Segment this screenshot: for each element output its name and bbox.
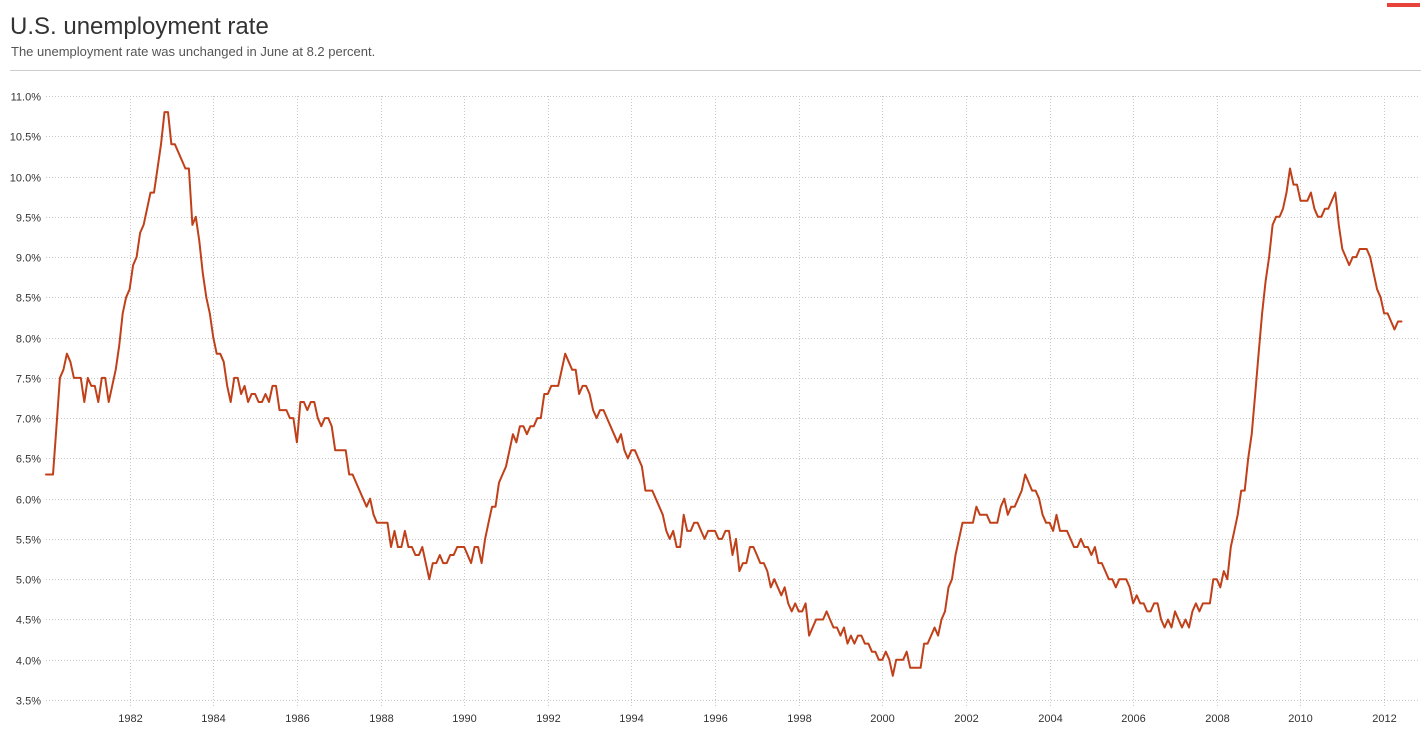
y-tick-label: 10.5% bbox=[10, 132, 41, 144]
y-tick-label: 5.5% bbox=[16, 535, 41, 547]
chart-subtitle: The unemployment rate was unchanged in J… bbox=[11, 44, 376, 59]
x-tick-label: 2012 bbox=[1372, 713, 1396, 725]
y-tick-label: 4.0% bbox=[16, 656, 41, 668]
y-tick-label: 6.0% bbox=[16, 495, 41, 507]
x-tick-label: 2008 bbox=[1205, 713, 1229, 725]
y-tick-label: 10.0% bbox=[10, 173, 41, 185]
y-tick-label: 3.5% bbox=[16, 696, 41, 708]
x-tick-label: 1986 bbox=[285, 713, 309, 725]
grid-lines bbox=[46, 96, 1420, 708]
x-tick-label: 2002 bbox=[954, 713, 978, 725]
x-tick-label: 1992 bbox=[536, 713, 560, 725]
y-tick-label: 11.0% bbox=[11, 92, 42, 104]
x-tick-label: 2010 bbox=[1288, 713, 1312, 725]
x-tick-label: 2006 bbox=[1121, 713, 1145, 725]
y-tick-label: 8.5% bbox=[16, 293, 41, 305]
x-axis-tick-labels: 1982 1984 1986 1988 1990 1992 1994 1996 1998 2000… bbox=[118, 713, 1396, 725]
unemployment-rate-line bbox=[45, 111, 1403, 677]
series-layer bbox=[45, 111, 1403, 677]
x-tick-label: 1988 bbox=[369, 713, 393, 725]
y-tick-label: 9.5% bbox=[16, 213, 41, 225]
y-tick-label: 9.0% bbox=[16, 253, 41, 265]
y-axis-tick-labels: 3.5% 4.0% 4.5% 5.0% 5.5% 6.0% 6.5% 7.0% 7.5% 8.0%… bbox=[10, 92, 41, 708]
chart-title: U.S. unemployment rate bbox=[10, 13, 269, 40]
x-tick-label: 1994 bbox=[619, 713, 643, 725]
x-tick-label: 1982 bbox=[118, 713, 142, 725]
y-tick-label: 5.0% bbox=[16, 575, 41, 587]
accent-bar bbox=[1387, 3, 1420, 7]
x-tick-label: 2004 bbox=[1038, 713, 1062, 725]
y-tick-label: 7.5% bbox=[16, 374, 41, 386]
y-tick-label: 4.5% bbox=[16, 615, 41, 627]
x-tick-label: 1990 bbox=[452, 713, 476, 725]
title-divider bbox=[10, 70, 1421, 71]
y-tick-label: 8.0% bbox=[16, 334, 41, 346]
y-tick-label: 6.5% bbox=[16, 454, 41, 466]
x-tick-label: 1996 bbox=[703, 713, 727, 725]
x-tick-label: 1998 bbox=[787, 713, 811, 725]
x-tick-label: 2000 bbox=[870, 713, 894, 725]
x-tick-label: 1984 bbox=[201, 713, 225, 725]
y-tick-label: 7.0% bbox=[16, 414, 41, 426]
